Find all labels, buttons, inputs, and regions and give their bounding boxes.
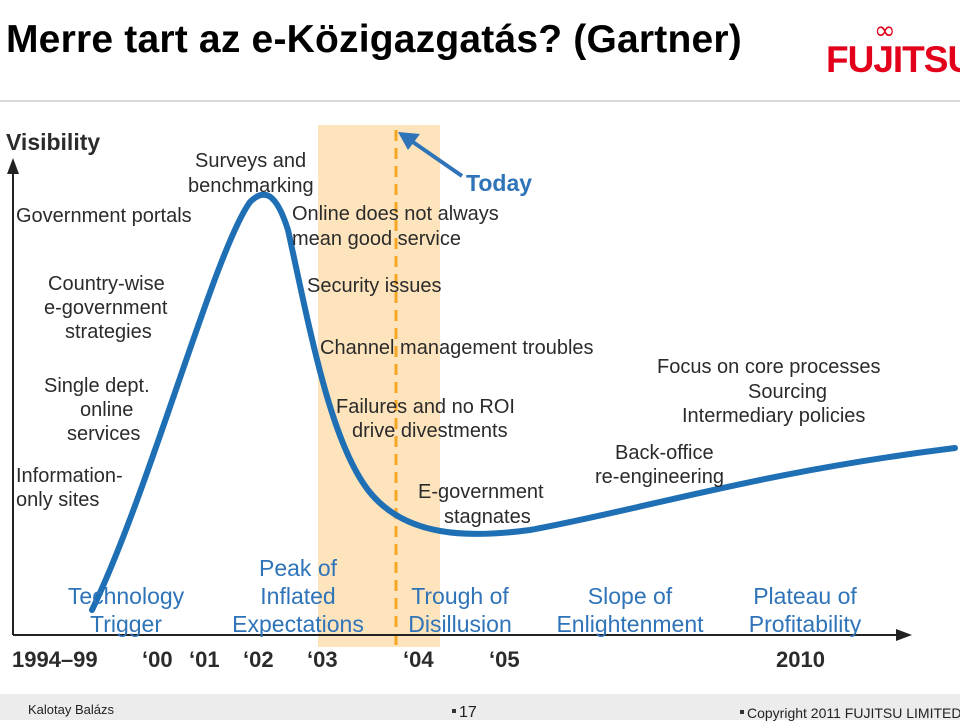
peak-band <box>318 125 440 647</box>
slope-label-2: Focus on core processes <box>657 356 880 378</box>
slope-label-1: Back-office re-engineering <box>595 442 724 488</box>
phase-label-technology-trigger: Technology Trigger <box>68 583 185 637</box>
copyright-text: Copyright 2011 FUJITSU LIMITED <box>747 705 960 721</box>
page-number: 17 <box>452 704 477 722</box>
today-arrowhead-icon <box>398 132 420 150</box>
timeline-label: 1994–99 <box>12 647 98 672</box>
rise-label-4: Information-only sites <box>16 465 123 511</box>
timeline-label: 2010 <box>776 647 825 672</box>
peak-label: Surveys and benchmarking <box>188 150 314 197</box>
hype-curve <box>89 191 958 613</box>
slope-label-4: Intermediary policies <box>682 405 865 427</box>
bullet-icon <box>452 709 456 713</box>
x-axis-arrow-icon <box>896 629 912 641</box>
timeline-label: ‘05 <box>489 647 520 672</box>
phase-label-peak: Peak of Inflated Expectations <box>232 555 364 637</box>
page-number-value: 17 <box>459 704 477 721</box>
slide-title: Merre tart az e-Közigazgatás? (Gartner) <box>6 18 742 61</box>
timeline-label: ‘03 <box>307 647 338 672</box>
infinity-mark-icon: ∞ <box>874 16 896 46</box>
rise-label-1: Government portals <box>16 205 192 227</box>
trough-label-1: Online does not always mean good service <box>292 203 499 250</box>
title-divider <box>0 100 960 102</box>
y-axis-label: Visibility <box>6 129 100 155</box>
rise-label-2: Country-wise e-government strategies <box>44 273 168 343</box>
logo-wordmark: FUJITSU <box>826 39 960 80</box>
timeline-label: ‘04 <box>403 647 434 672</box>
phase-label-slope: Slope of Enlightenment <box>556 583 704 637</box>
timeline-label: ‘01 <box>189 647 220 672</box>
today-arrow <box>408 138 464 178</box>
trough-label-3: Channel management troubles <box>320 337 594 359</box>
today-label: Today <box>466 170 532 196</box>
trough-label-2: Security issues <box>307 275 442 297</box>
rise-label-3: Single dept. online services <box>44 375 150 445</box>
phase-label-plateau: Plateau of Profitability <box>749 583 862 637</box>
slide-footer: Kalotay Balázs 17 Copyright 2011 FUJITSU… <box>0 694 960 722</box>
fujitsu-logo: ∞ FUJITSU <box>826 16 960 88</box>
hype-cycle-diagram: Visibility Today Government portals Coun… <box>6 125 958 672</box>
trough-label-5: E-government stagnates <box>418 481 544 528</box>
timeline-label: ‘00 <box>142 647 173 672</box>
y-axis-arrow-icon <box>7 158 19 174</box>
bullet-icon <box>740 710 744 714</box>
footer-copyright: Copyright 2011 FUJITSU LIMITED <box>740 705 960 721</box>
slope-label-3: Sourcing <box>748 381 827 403</box>
footer-author: Kalotay Balázs <box>28 702 114 717</box>
trough-label-4: Failures and no ROI drive divestments <box>336 396 515 442</box>
timeline-label: ‘02 <box>243 647 274 672</box>
phase-label-trough: Trough of Disillusion <box>408 583 512 637</box>
